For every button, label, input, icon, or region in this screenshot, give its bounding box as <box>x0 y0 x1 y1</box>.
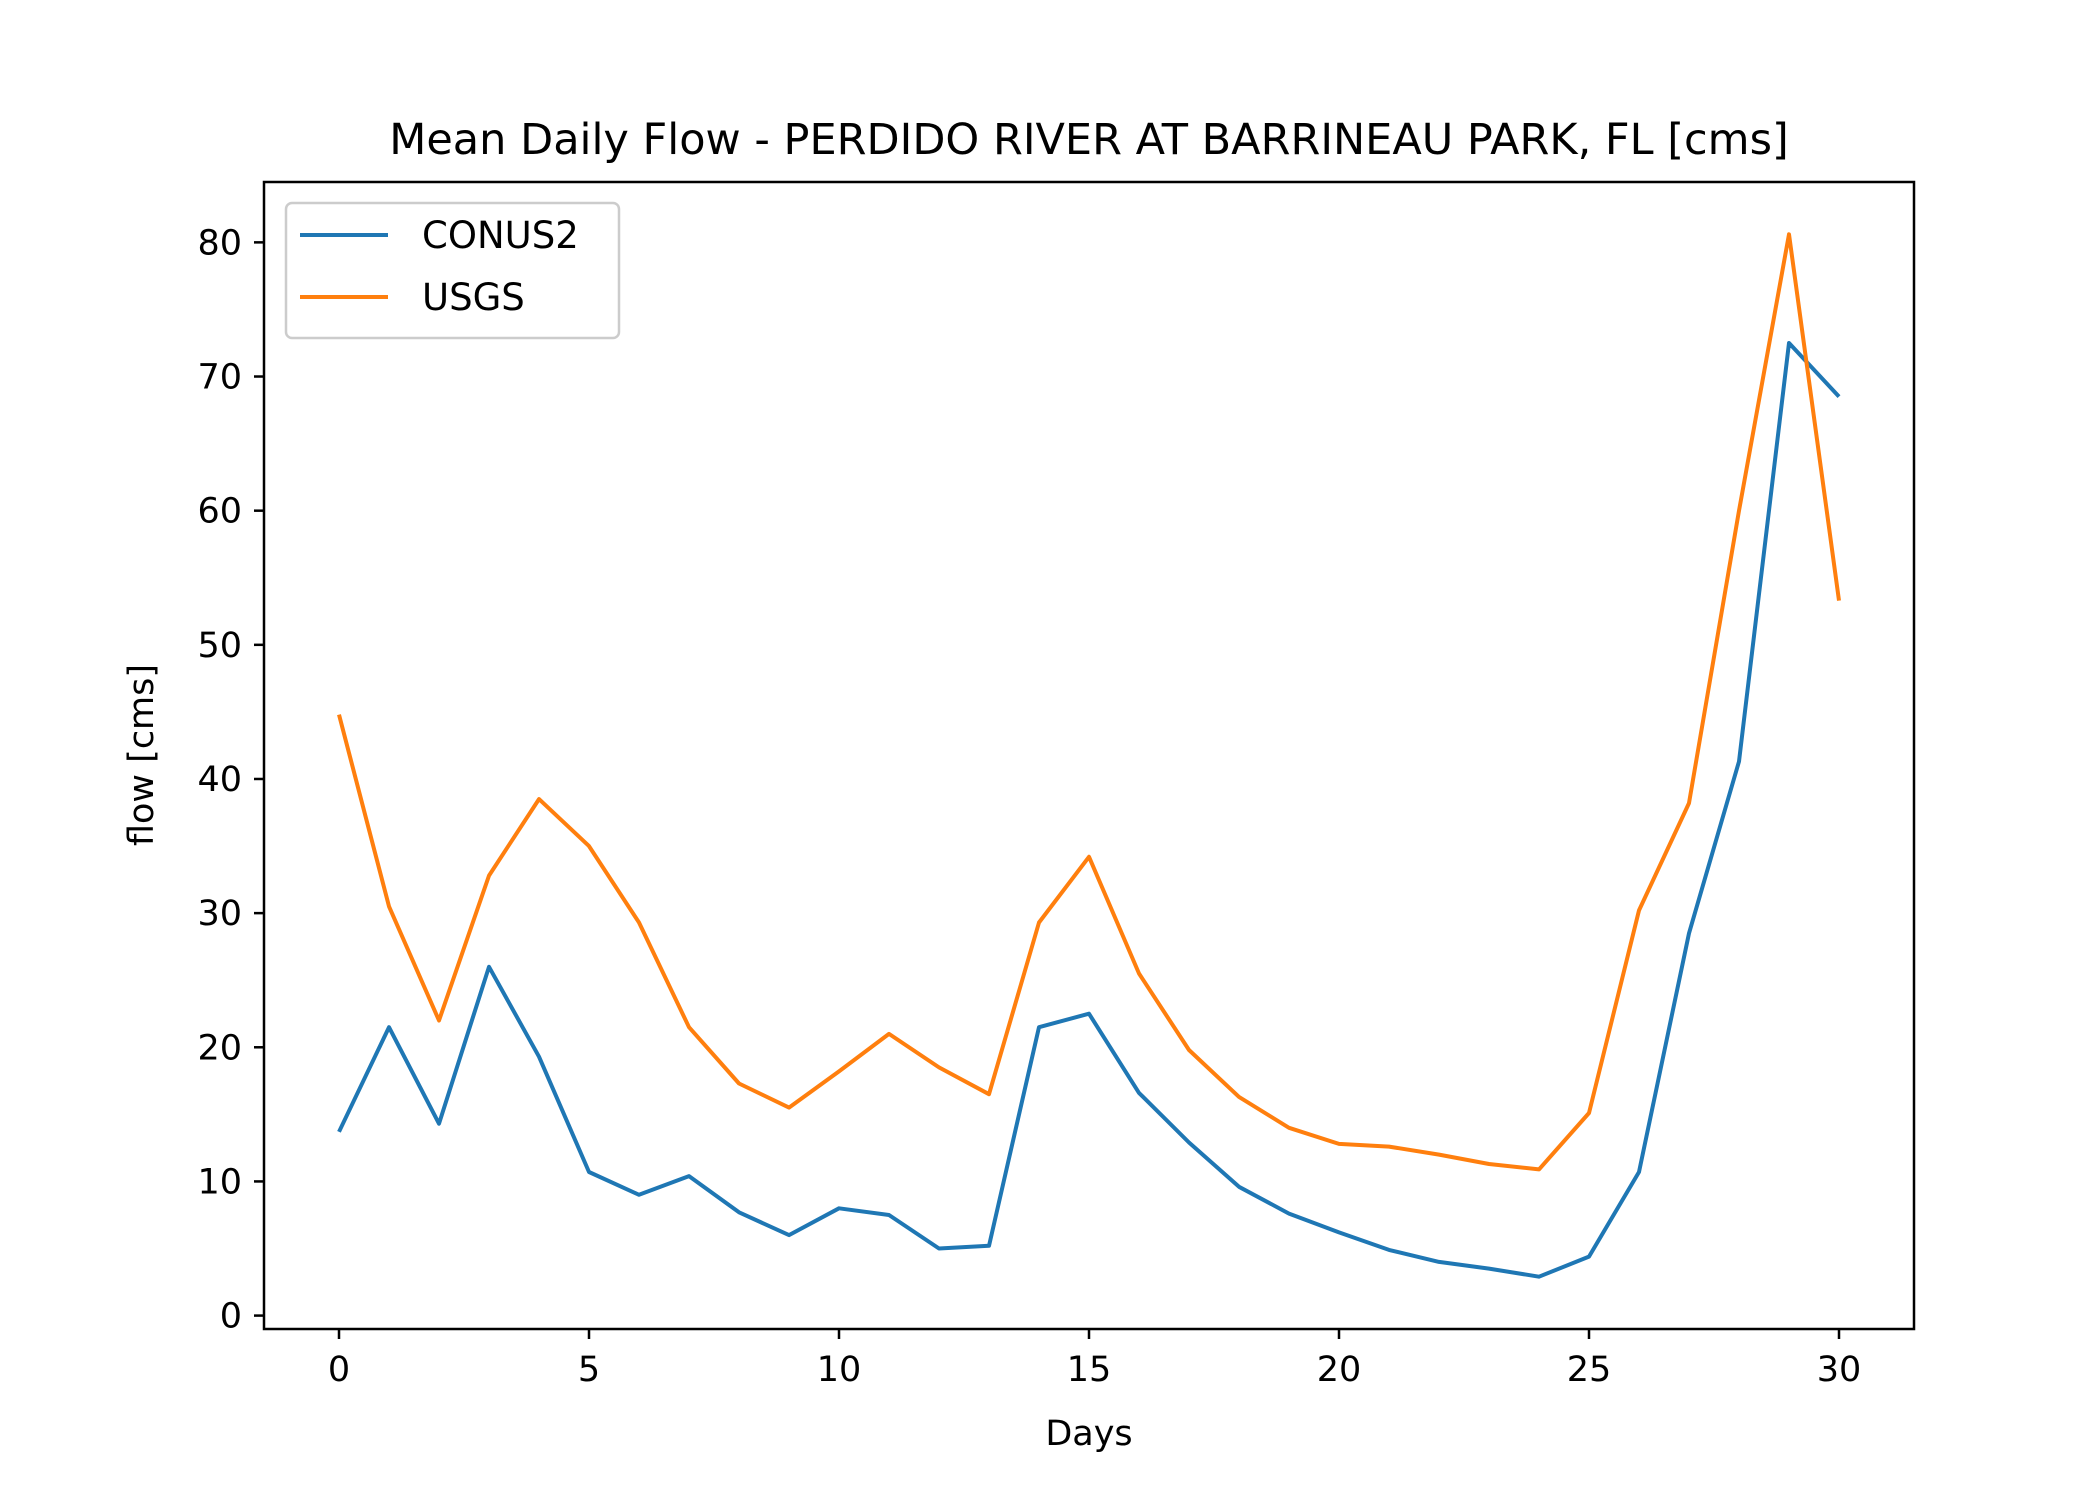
x-axis-ticks: 0 5 10 15 20 25 30 <box>328 1329 1861 1390</box>
legend-label-conus2: CONUS2 <box>422 214 579 257</box>
y-tick-label: 60 <box>197 492 242 532</box>
x-tick-label: 0 <box>328 1350 350 1390</box>
y-tick-label: 10 <box>197 1162 242 1202</box>
x-axis-label: Days <box>1045 1414 1132 1454</box>
x-tick-label: 20 <box>1317 1350 1362 1390</box>
x-tick-label: 25 <box>1567 1350 1612 1390</box>
series-line-usgs <box>337 232 1841 1172</box>
y-tick-label: 80 <box>197 223 242 263</box>
series-lines <box>337 232 1841 1279</box>
series-line-conus2 <box>337 341 1841 1279</box>
y-tick-label: 40 <box>197 760 242 800</box>
x-tick-label: 5 <box>578 1350 600 1390</box>
y-tick-label: 70 <box>197 358 242 398</box>
x-tick-label: 10 <box>817 1350 862 1390</box>
x-tick-label: 15 <box>1067 1350 1112 1390</box>
y-axis-ticks: 0 10 20 30 40 50 60 70 80 <box>197 223 264 1337</box>
chart-title: Mean Daily Flow - PERDIDO RIVER AT BARRI… <box>389 115 1789 165</box>
legend-label-usgs: USGS <box>422 276 525 319</box>
y-axis-label: flow [cms] <box>122 664 162 846</box>
y-tick-label: 30 <box>197 894 242 934</box>
x-tick-label: 30 <box>1817 1350 1862 1390</box>
y-tick-label: 20 <box>197 1028 242 1068</box>
y-tick-label: 50 <box>197 626 242 666</box>
y-tick-label: 0 <box>220 1297 242 1337</box>
legend: CONUS2 USGS <box>284 201 621 340</box>
